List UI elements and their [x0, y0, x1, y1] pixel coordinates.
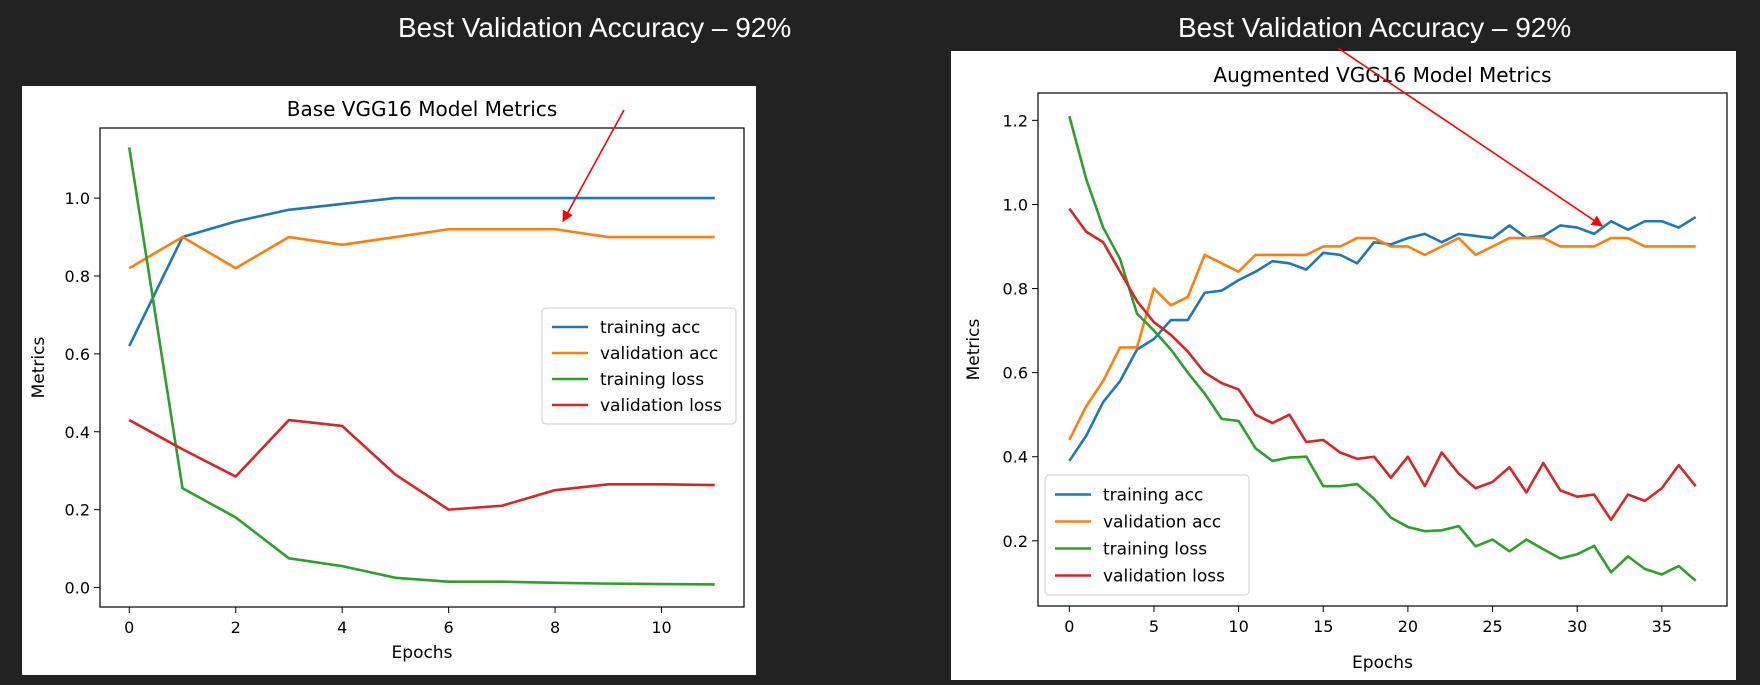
y-tick-label: 0.4: [65, 423, 90, 442]
x-tick-label: 20: [1398, 617, 1418, 636]
x-tick-label: 0: [124, 618, 134, 637]
chart-legend: training acc validation acc training loss v…: [1044, 474, 1250, 596]
y-tick-label: 0.0: [65, 579, 90, 598]
base-vgg16-chart-panel: Base VGG16 Model Metrics 0 2 4 6 8 10 0.0 0.2 0.4…: [22, 86, 756, 675]
y-tick-label: 0.6: [65, 345, 90, 364]
y-tick-label: 0.2: [65, 501, 90, 520]
x-tick-label: 25: [1482, 617, 1502, 636]
y-tick-label: 0.6: [1003, 364, 1028, 383]
series-line-training-loss: [127, 147, 715, 586]
y-tick-label: 0.8: [1003, 280, 1028, 299]
y-axis-label: Metrics: [964, 319, 984, 381]
legend-label-training-loss: training loss: [600, 370, 704, 390]
x-tick-label: 30: [1567, 617, 1587, 636]
y-tick-label: 1.0: [1003, 195, 1028, 214]
x-tick-label: 35: [1652, 617, 1672, 636]
series-line-validation-loss: [1068, 207, 1697, 522]
x-tick-label: 15: [1313, 617, 1333, 636]
chart-title: Base VGG16 Model Metrics: [287, 97, 558, 121]
y-tick-label: 0.8: [65, 267, 90, 286]
plot-frame: [99, 127, 745, 608]
y-tick-label: 0.2: [1003, 532, 1028, 551]
chart-legend: training acc validation acc training loss v…: [541, 307, 737, 425]
legend-box: [541, 307, 737, 425]
x-tick-label: 0: [1064, 617, 1074, 636]
legend-label-validation-loss: validation loss: [600, 396, 722, 416]
x-tick-label: 6: [444, 618, 454, 637]
x-tick-label: 10: [1228, 617, 1248, 636]
chart-title: Augmented VGG16 Model Metrics: [1213, 63, 1551, 87]
x-axis-label: Epochs: [392, 643, 453, 663]
series-line-validation-acc: [128, 227, 715, 270]
augmented-vgg16-chart-panel: Augmented VGG16 Model Metrics 0 5 10 15 20 25 3…: [951, 51, 1736, 680]
base-vgg16-chart: Base VGG16 Model Metrics 0 2 4 6 8 10 0.0 0.2 0.4…: [29, 97, 745, 663]
legend-label-validation-acc: validation acc: [600, 344, 718, 364]
best-accuracy-caption-right: Best Validation Accuracy – 92%: [1178, 12, 1572, 43]
legend-label-validation-loss: validation loss: [1103, 567, 1225, 587]
series-line-training-loss: [1068, 115, 1697, 582]
x-axis-label: Epochs: [1352, 653, 1413, 673]
legend-label-training-acc: training acc: [600, 318, 700, 338]
legend-box: [1044, 474, 1250, 596]
x-tick-label: 8: [550, 618, 560, 637]
legend-label-training-acc: training acc: [1103, 486, 1203, 506]
y-tick-label: 0.4: [1003, 448, 1028, 467]
y-axis-label: Metrics: [29, 337, 49, 399]
best-accuracy-caption-left: Best Validation Accuracy – 92%: [398, 12, 792, 43]
y-tick-label: 1.2: [1003, 111, 1028, 130]
augmented-vgg16-chart: Augmented VGG16 Model Metrics 0 5 10 15 20 25 3…: [964, 63, 1728, 673]
legend-label-training-loss: training loss: [1103, 540, 1207, 560]
legend-label-validation-acc: validation acc: [1103, 513, 1221, 533]
x-tick-label: 5: [1149, 617, 1159, 636]
series-line-training-acc: [1068, 215, 1697, 462]
series-line-validation-acc: [1068, 236, 1696, 441]
x-tick-label: 10: [651, 618, 671, 637]
y-tick-label: 1.0: [65, 189, 90, 208]
series-line-validation-loss: [128, 418, 715, 511]
x-tick-label: 4: [337, 618, 347, 637]
x-tick-label: 2: [231, 618, 241, 637]
